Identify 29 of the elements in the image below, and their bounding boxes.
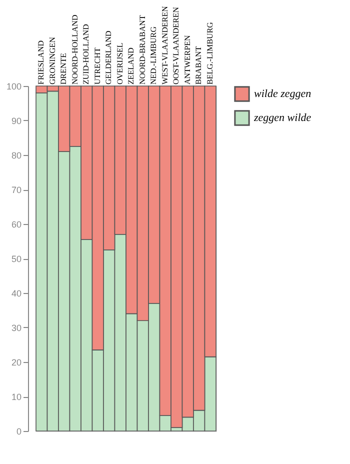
x-tick-label: DRENTE [59,52,68,84]
x-tick-label: OVERIJSEL [115,42,124,84]
y-tick-label: 50 [11,254,22,264]
y-tick-label: 90 [11,116,22,126]
x-tick-label: BRABANT [194,46,204,84]
x-tick-label: FRIESLAND [36,40,46,84]
y-tick-label: 70 [11,185,22,195]
x-tick-label: NED.-LIMBURG [149,26,158,84]
y-tick-label: 80 [11,150,22,160]
y-tick-label: 60 [11,220,22,230]
x-tick-label: NOORD-HOLLAND [70,14,80,84]
x-tick-label: ZUID-HOLLAND [82,24,91,84]
x-tick-label: GRONINGEN [48,36,57,84]
x-tick-label: WEST-VLAANDEREN [160,6,170,84]
x-tick-label: NOORD-BRABANT [138,15,147,84]
y-tick-label: 0 [16,426,22,436]
y-tick-label: 10 [11,392,22,402]
y-tick-label: 40 [11,288,22,298]
y-tick-label: 20 [11,358,22,368]
legend-label: wilde zeggen [254,88,312,100]
y-tick-label: 100 [6,82,22,92]
x-tick-label: OOST-VLAANDEREN [172,6,181,84]
x-tick-label: ANTWERPEN [182,34,192,84]
x-tick-label: UTRECHT [92,48,102,84]
y-tick-label: 30 [11,323,22,333]
x-tick-label: BELG.-LIMBURG [205,22,214,84]
x-tick-label: GELDERLAND [104,30,114,84]
legend-label: zeggen wilde [253,112,312,124]
x-tick-label: ZEELAND [126,47,136,84]
